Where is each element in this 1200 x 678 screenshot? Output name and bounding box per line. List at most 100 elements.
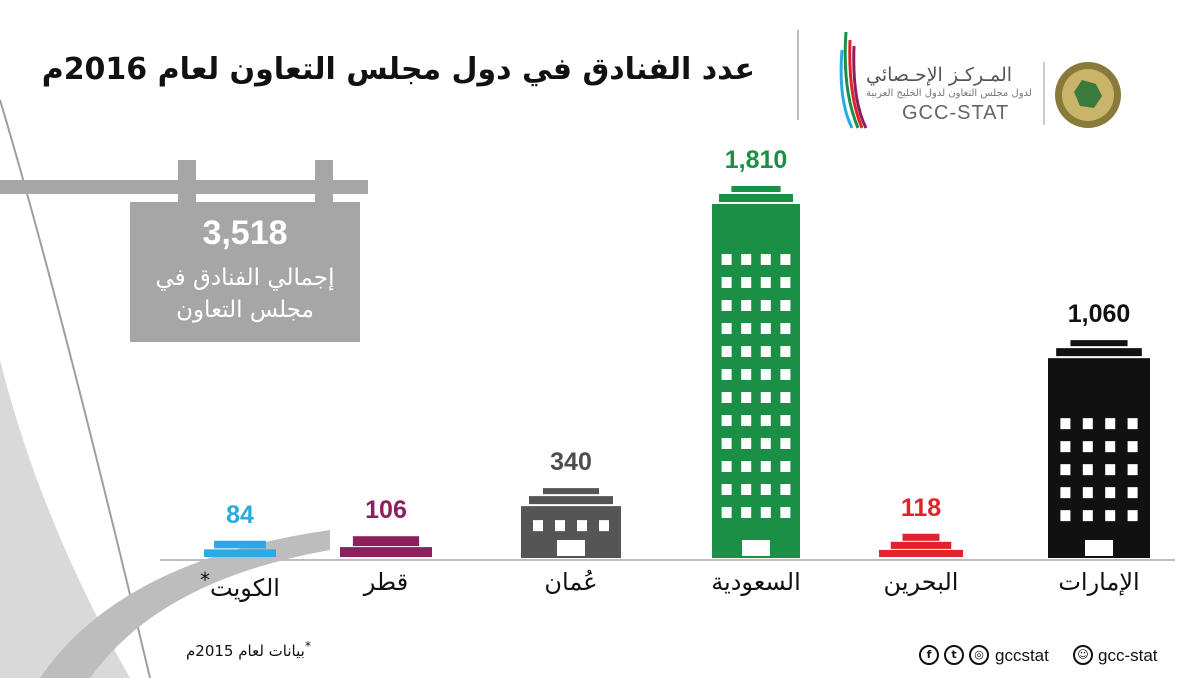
bar-window: [1082, 487, 1093, 499]
chart-bars: [204, 186, 1150, 558]
decorative-band: [40, 530, 330, 678]
bar-window: [780, 507, 791, 518]
bar-window: [760, 415, 771, 426]
bar-window: [1105, 510, 1116, 522]
bar-window: [780, 484, 791, 495]
bar-tier: [214, 540, 266, 549]
bar-window: [741, 254, 752, 265]
bar-door: [557, 540, 585, 556]
bar-window: [721, 484, 732, 495]
logo-english-name: GCC-STAT: [902, 102, 1010, 124]
bar-window: [741, 507, 752, 518]
bar-body: [1048, 358, 1150, 558]
bar-building: [204, 540, 276, 557]
decorative-swoosh: [0, 360, 130, 678]
bar-tier: [890, 541, 952, 549]
social-handle-gccstat[interactable]: gccstat: [995, 646, 1049, 665]
category-footnote-mark: *: [200, 568, 211, 592]
facebook-icon[interactable]: f: [919, 645, 939, 665]
bar-roof: [529, 496, 613, 505]
bar-window: [721, 277, 732, 288]
decorative-curve: [0, 99, 151, 678]
bar-window: [780, 369, 791, 380]
bar-value-label: 118: [900, 493, 942, 522]
bar-window: [1060, 441, 1071, 453]
bar-window: [780, 415, 791, 426]
bar-window: [780, 346, 791, 357]
bar-tier: [340, 547, 432, 557]
bar-window: [760, 438, 771, 449]
bar-roof: [719, 194, 793, 202]
instagram-icon[interactable]: ◎: [969, 645, 989, 665]
total-hotels-label: إجمالي الفنادق في مجلس التعاون: [130, 262, 360, 326]
bar-roof-top: [1070, 340, 1128, 347]
bar-window: [1082, 510, 1093, 522]
category-label: البحرين: [883, 568, 959, 596]
bar-window: [760, 346, 771, 357]
bar-window: [741, 323, 752, 334]
bar-value-label: 84: [226, 500, 254, 529]
bar-window: [721, 415, 732, 426]
bar-window: [1127, 487, 1138, 499]
bar-window: [780, 438, 791, 449]
bar-window: [555, 520, 565, 532]
bar-roof: [1056, 348, 1142, 357]
bar-window: [1060, 418, 1071, 430]
logo-arabic-name: المـركـز الإحـصائي: [866, 64, 1013, 86]
category-label: السعودية: [711, 568, 801, 596]
bar-roof-top: [731, 186, 781, 192]
bar-tier: [204, 549, 276, 557]
bar-window: [780, 461, 791, 472]
bar-roof-top: [543, 488, 599, 495]
bar-window: [1127, 464, 1138, 476]
gcc-emblem-icon: [1055, 62, 1121, 128]
bar-window: [721, 461, 732, 472]
bar-tier: [352, 536, 420, 547]
bar-window: [780, 254, 791, 265]
bar-window: [741, 461, 752, 472]
bar-building: [879, 533, 963, 557]
bar-door: [742, 540, 770, 556]
bar-window: [599, 520, 609, 532]
bar-value-label: 106: [365, 496, 407, 525]
bar-window: [741, 369, 752, 380]
total-sign: [0, 160, 368, 342]
bar-window: [741, 438, 752, 449]
bar-window: [1127, 441, 1138, 453]
total-hotels-value: 3,518: [202, 214, 288, 252]
bar-tier: [902, 533, 940, 541]
bar-window: [533, 520, 543, 532]
bar-window: [780, 392, 791, 403]
snapchat-icon[interactable]: ☺: [1073, 645, 1093, 665]
twitter-icon[interactable]: t: [944, 645, 964, 665]
bar-window: [1082, 441, 1093, 453]
bar-window: [760, 484, 771, 495]
category-label: قطر: [363, 568, 409, 596]
footnote: *بيانات لعام 2015م: [186, 638, 311, 660]
bar-window: [721, 369, 732, 380]
bar-window: [760, 392, 771, 403]
footnote-text: بيانات لعام 2015م: [186, 642, 305, 660]
bar-window: [760, 323, 771, 334]
bar-window: [741, 300, 752, 311]
bar-window: [1060, 510, 1071, 522]
bar-window: [721, 507, 732, 518]
social-handle-gcc-stat[interactable]: gcc-stat: [1098, 646, 1158, 665]
bar-window: [780, 277, 791, 288]
bar-window: [1127, 418, 1138, 430]
bar-window: [780, 300, 791, 311]
bar-window: [1105, 464, 1116, 476]
bar-window: [741, 277, 752, 288]
bar-window: [760, 300, 771, 311]
bar-building: [521, 488, 621, 558]
chart-title: عدد الفنادق في دول مجلس التعاون لعام 201…: [41, 52, 755, 87]
logo-subtitle: لدول مجلس التعاون لدول الخليج العربية: [866, 88, 1032, 99]
bar-window: [721, 254, 732, 265]
bar-window: [760, 254, 771, 265]
bar-window: [721, 392, 732, 403]
category-label: الإمارات: [1058, 568, 1140, 596]
bar-window: [721, 300, 732, 311]
bar-window: [741, 415, 752, 426]
bar-window: [721, 438, 732, 449]
